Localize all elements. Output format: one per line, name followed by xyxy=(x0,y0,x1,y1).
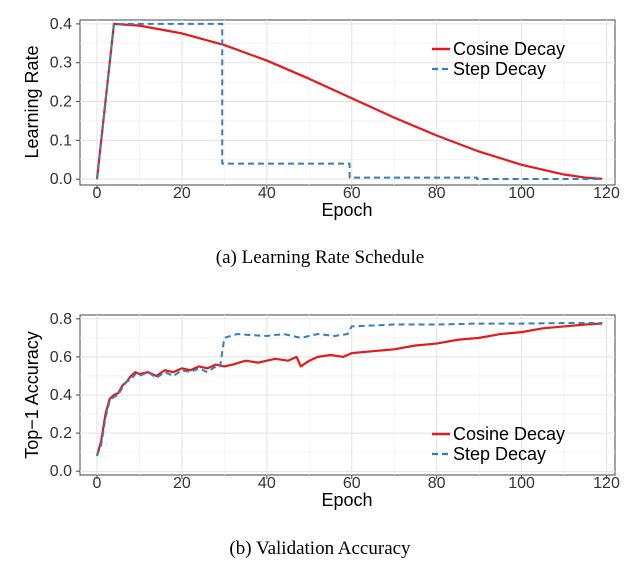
y-tick-label: 0.4 xyxy=(50,16,72,33)
y-tick-label: 0.6 xyxy=(50,349,72,366)
legend-b: Cosine Decay Step Decay xyxy=(432,424,565,464)
x-tick-label: 60 xyxy=(343,475,361,492)
x-tick-label: 60 xyxy=(343,185,361,202)
legend-label-step-b: Step Decay xyxy=(453,444,546,464)
x-tick-label: 0 xyxy=(93,475,102,492)
y-axis-title-b: Top−1 Accuracy xyxy=(22,331,42,459)
x-tick-labels-a: 0 20 40 60 80 100 120 xyxy=(93,185,620,202)
y-tick-labels-a: 0.0 0.1 0.2 0.3 0.4 xyxy=(50,16,80,188)
x-tick-label: 20 xyxy=(173,475,191,492)
grid-b xyxy=(80,315,615,475)
y-axis-title-a: Learning Rate xyxy=(22,45,42,158)
series-lines-a xyxy=(95,22,603,181)
y-tick-label: 0.2 xyxy=(50,94,72,111)
panel-learning-rate: 0 20 40 60 80 100 120 0.0 0.1 0.2 0.3 0.4 Epoch Le… xyxy=(22,16,620,268)
legend-label-cosine-b: Cosine Decay xyxy=(453,424,565,444)
plot-area-a-border xyxy=(79,19,616,186)
y-tick-label: 0.0 xyxy=(50,171,72,188)
x-tick-label: 40 xyxy=(258,475,276,492)
legend-label-step-a: Step Decay xyxy=(453,59,546,79)
y-tick-label: 0.8 xyxy=(50,311,72,328)
y-tick-label: 0.4 xyxy=(50,387,72,404)
step-decay-line-b xyxy=(96,322,603,457)
cosine-decay-line-b xyxy=(95,322,603,457)
y-tick-label: 0.0 xyxy=(50,463,72,480)
grid-a xyxy=(80,20,615,185)
step-decay-line-a xyxy=(95,22,603,181)
series-lines-b xyxy=(95,322,603,457)
legend-label-cosine-a: Cosine Decay xyxy=(453,39,565,59)
y-tick-label: 0.3 xyxy=(50,55,72,72)
cosine-decay-line-a xyxy=(95,22,603,180)
x-tick-label: 0 xyxy=(93,185,102,202)
y-tick-labels-b: 0.0 0.2 0.4 0.6 0.8 xyxy=(50,311,80,480)
legend-a: Cosine Decay Step Decay xyxy=(432,39,565,79)
x-tick-label: 40 xyxy=(258,185,276,202)
x-tick-label: 100 xyxy=(508,475,535,492)
caption-b: (b) Validation Accuracy xyxy=(229,538,411,559)
x-axis-title-b: Epoch xyxy=(321,490,372,510)
x-tick-label: 80 xyxy=(428,475,446,492)
x-tick-labels-b: 0 20 40 60 80 100 120 xyxy=(93,475,620,492)
panel-validation-accuracy: 0 20 40 60 80 100 120 0.0 0.2 0.4 0.6 0.8 Epoch To… xyxy=(22,311,620,559)
x-tick-label: 120 xyxy=(593,185,620,202)
y-tick-label: 0.1 xyxy=(50,132,72,149)
x-axis-title-a: Epoch xyxy=(321,200,372,220)
x-tick-label: 120 xyxy=(593,475,620,492)
caption-a: (a) Learning Rate Schedule xyxy=(216,247,424,268)
x-tick-label: 80 xyxy=(428,185,446,202)
y-tick-label: 0.2 xyxy=(50,425,72,442)
x-tick-label: 20 xyxy=(173,185,191,202)
x-tick-label: 100 xyxy=(508,185,535,202)
